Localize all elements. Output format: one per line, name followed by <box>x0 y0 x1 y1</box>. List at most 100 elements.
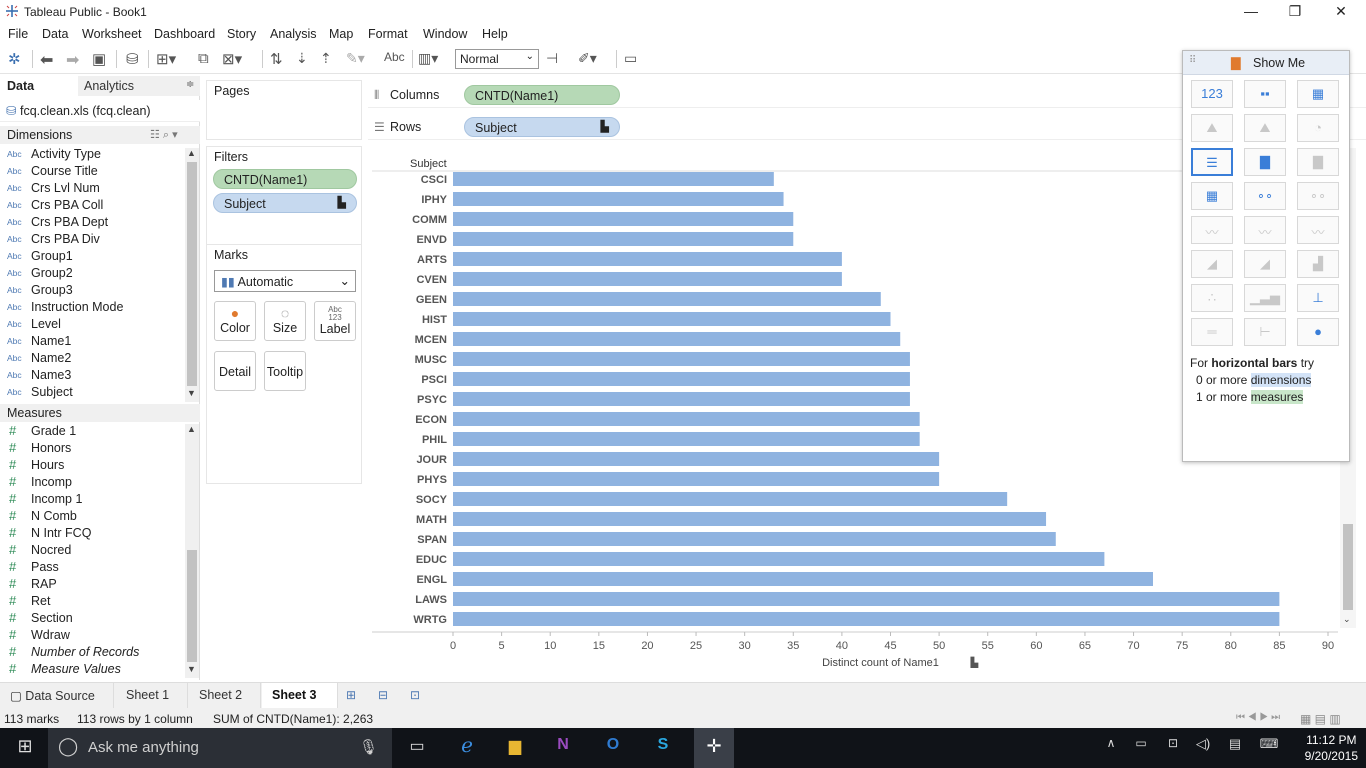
dimension-field[interactable]: Abc Course Title <box>0 163 184 180</box>
dimension-field[interactable]: Abc Crs PBA Coll <box>0 197 184 214</box>
menu-format[interactable]: Format <box>368 27 408 41</box>
columns-pill-cntd-name1[interactable]: CNTD(Name1) <box>464 85 620 105</box>
chart-type-treemap-icon[interactable]: ▦ <box>1191 182 1233 210</box>
measure-field[interactable]: # Hours <box>0 457 184 474</box>
bar-geen[interactable] <box>453 292 881 306</box>
bar-wrtg[interactable] <box>453 612 1280 626</box>
scroll-up-icon[interactable]: ▲ <box>187 424 196 434</box>
category-label[interactable]: PSYC <box>417 394 447 406</box>
dimension-field[interactable]: Abc Activity Type <box>0 146 184 163</box>
measure-field[interactable]: # Number of Records <box>0 644 184 661</box>
microphone-icon[interactable]: 🎙 <box>358 739 378 756</box>
chart-type-highlight-table-icon[interactable]: ▦ <box>1297 80 1339 108</box>
edge-icon[interactable]: ℯ <box>461 735 473 757</box>
bar-math[interactable] <box>453 512 1047 526</box>
category-label[interactable]: ECON <box>415 414 447 426</box>
fit-icon[interactable]: ▥▾ <box>418 50 439 66</box>
tab-data[interactable]: Data <box>0 76 78 96</box>
category-label[interactable]: PHYS <box>417 474 447 486</box>
category-label[interactable]: CSCI <box>421 174 447 186</box>
label-button[interactable]: Abc 123 Label <box>314 301 356 341</box>
measure-field[interactable]: # N Comb <box>0 508 184 525</box>
measure-field[interactable]: # RAP <box>0 576 184 593</box>
category-label[interactable]: HIST <box>422 314 447 326</box>
bar-jour[interactable] <box>453 452 940 466</box>
cortana-search[interactable]: ◯ Ask me anything 🎙 <box>48 728 392 768</box>
color-button[interactable]: ● Color <box>214 301 256 341</box>
detail-button[interactable]: Detail <box>214 351 256 391</box>
bar-econ[interactable] <box>453 412 920 426</box>
notifications-icon[interactable]: ▤ <box>1228 736 1242 751</box>
category-label[interactable]: ENGL <box>416 574 447 586</box>
category-label[interactable]: COMM <box>412 214 447 226</box>
menu-analysis[interactable]: Analysis <box>270 27 317 41</box>
category-label[interactable]: MATH <box>416 514 447 526</box>
tableau-taskbar-icon[interactable]: ✛ <box>694 728 734 768</box>
filter-pill-cntd-name1[interactable]: CNTD(Name1) <box>213 169 357 189</box>
bar-csci[interactable] <box>453 172 774 186</box>
scroll-up-icon[interactable]: ▲ <box>187 148 196 158</box>
menu-help[interactable]: Help <box>482 27 508 41</box>
category-label[interactable]: JOUR <box>416 454 447 466</box>
save-icon[interactable]: ▣ <box>92 51 107 68</box>
sheet-nav-icon[interactable]: ⏮ ◀ ▶ ⏭ <box>1236 712 1281 723</box>
chart-type-box-and-whisker-icon[interactable]: ⊥ <box>1297 284 1339 312</box>
drag-handle-icon[interactable]: ⠿ <box>1189 55 1197 66</box>
pane-menu-icon[interactable]: ≑ <box>186 79 195 90</box>
x-axis-title[interactable]: Distinct count of Name1 <box>822 657 939 668</box>
view-options-icon[interactable]: ☷ ⌕ ▾ <box>150 129 178 141</box>
battery-icon[interactable]: ▭ <box>1135 736 1147 750</box>
chart-type-circle-views-icon[interactable]: ∘∘ <box>1244 182 1286 210</box>
dimension-field[interactable]: Abc Crs PBA Div <box>0 231 184 248</box>
category-label[interactable]: ARTS <box>417 254 447 266</box>
scroll-thumb[interactable] <box>1343 524 1353 610</box>
bar-comm[interactable] <box>453 212 794 226</box>
tab-analytics[interactable]: Analytics <box>84 79 135 93</box>
scroll-down-icon[interactable]: ▼ <box>187 388 196 398</box>
chart-type-bullet-graph-icon[interactable]: ⊢ <box>1244 318 1286 346</box>
outlook-icon[interactable]: O <box>606 736 620 753</box>
volume-icon[interactable]: ◁) <box>1195 736 1211 751</box>
measure-field[interactable]: # Honors <box>0 440 184 457</box>
minimize-button[interactable]: — <box>1244 3 1258 19</box>
tableau-home-icon[interactable]: ✲ <box>8 51 21 68</box>
measure-field[interactable]: # N Intr FCQ <box>0 525 184 542</box>
chart-type-text-table-icon[interactable]: 123 <box>1191 80 1233 108</box>
measure-field[interactable]: # Pass <box>0 559 184 576</box>
view-mode-icon[interactable]: ▦ ▤ ▥ <box>1300 712 1341 726</box>
category-label[interactable]: PHIL <box>422 434 447 446</box>
undo-icon[interactable]: ⬅ <box>40 52 54 69</box>
chart-type-stacked-bars-icon[interactable]: ▇ <box>1244 148 1286 176</box>
tab-data-source[interactable]: ▢ Data Source <box>0 683 114 709</box>
tab-sheet-1[interactable]: Sheet 1 <box>116 683 188 709</box>
category-label[interactable]: GEEN <box>416 294 447 306</box>
task-view-icon[interactable]: ▭ <box>409 738 425 755</box>
measure-field[interactable]: # Wdraw <box>0 627 184 644</box>
dimension-field[interactable]: Abc Level <box>0 316 184 333</box>
new-datasource-icon[interactable]: ⛁ <box>126 51 139 68</box>
menu-worksheet[interactable]: Worksheet <box>82 27 142 41</box>
chart-type-dual-combination-icon[interactable]: ▟ <box>1297 250 1339 278</box>
category-label[interactable]: CVEN <box>416 274 447 286</box>
filter-pill-subject[interactable]: Subject ▙ <box>213 193 357 213</box>
annotate-icon[interactable]: ✐▾ <box>578 50 597 66</box>
show-labels-button[interactable]: Abc <box>384 50 405 64</box>
duplicate-sheet-icon[interactable]: ⧉ <box>198 50 209 67</box>
onenote-icon[interactable]: N <box>557 736 569 753</box>
sort-ascending-icon[interactable]: ⇣ <box>296 50 308 66</box>
chart-type-heat-map-icon[interactable]: ▪▪ <box>1244 80 1286 108</box>
bar-iphy[interactable] <box>453 192 784 206</box>
bar-phys[interactable] <box>453 472 940 486</box>
chart-type-histogram-icon[interactable]: ▁▃▅ <box>1244 284 1286 312</box>
measure-field[interactable]: # Grade 1 <box>0 423 184 440</box>
dimension-field[interactable]: Abc Subject <box>0 384 184 401</box>
chart-type-dual-lines-icon[interactable]: 〰 <box>1297 216 1339 244</box>
measure-field[interactable]: # Incomp <box>0 474 184 491</box>
scroll-down-icon[interactable]: ⌄ <box>1343 614 1351 624</box>
bar-arts[interactable] <box>453 252 842 266</box>
category-label[interactable]: MCEN <box>415 334 447 346</box>
category-label[interactable]: MUSC <box>415 354 447 366</box>
bar-psyc[interactable] <box>453 392 910 406</box>
dimension-field[interactable]: Abc Name2 <box>0 350 184 367</box>
rows-pill-subject[interactable]: Subject ▙ <box>464 117 620 137</box>
